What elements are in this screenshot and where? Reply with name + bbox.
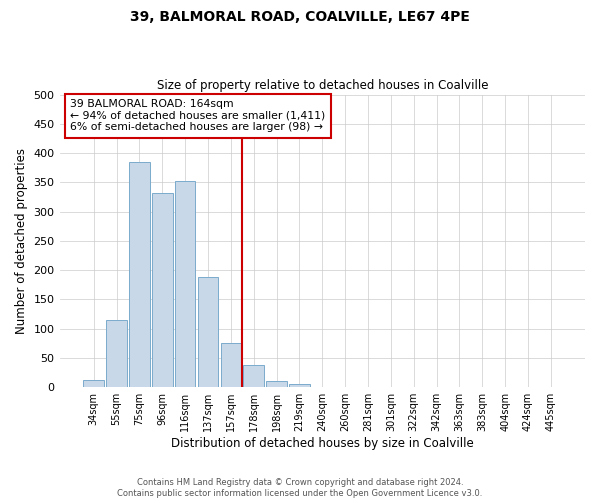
Bar bbox=[198, 277, 218, 387]
Bar bbox=[152, 193, 173, 387]
Bar bbox=[449, 386, 470, 387]
X-axis label: Distribution of detached houses by size in Coalville: Distribution of detached houses by size … bbox=[171, 437, 473, 450]
Bar bbox=[106, 320, 127, 387]
Bar bbox=[266, 382, 287, 387]
Bar bbox=[312, 386, 332, 387]
Text: 39 BALMORAL ROAD: 164sqm
← 94% of detached houses are smaller (1,411)
6% of semi: 39 BALMORAL ROAD: 164sqm ← 94% of detach… bbox=[70, 99, 325, 132]
Text: Contains HM Land Registry data © Crown copyright and database right 2024.
Contai: Contains HM Land Registry data © Crown c… bbox=[118, 478, 482, 498]
Bar bbox=[541, 386, 561, 387]
Y-axis label: Number of detached properties: Number of detached properties bbox=[15, 148, 28, 334]
Bar bbox=[129, 162, 150, 387]
Text: 39, BALMORAL ROAD, COALVILLE, LE67 4PE: 39, BALMORAL ROAD, COALVILLE, LE67 4PE bbox=[130, 10, 470, 24]
Title: Size of property relative to detached houses in Coalville: Size of property relative to detached ho… bbox=[157, 79, 488, 92]
Bar bbox=[175, 181, 196, 387]
Bar bbox=[83, 380, 104, 387]
Bar bbox=[221, 342, 241, 387]
Bar bbox=[244, 365, 264, 387]
Bar bbox=[289, 384, 310, 387]
